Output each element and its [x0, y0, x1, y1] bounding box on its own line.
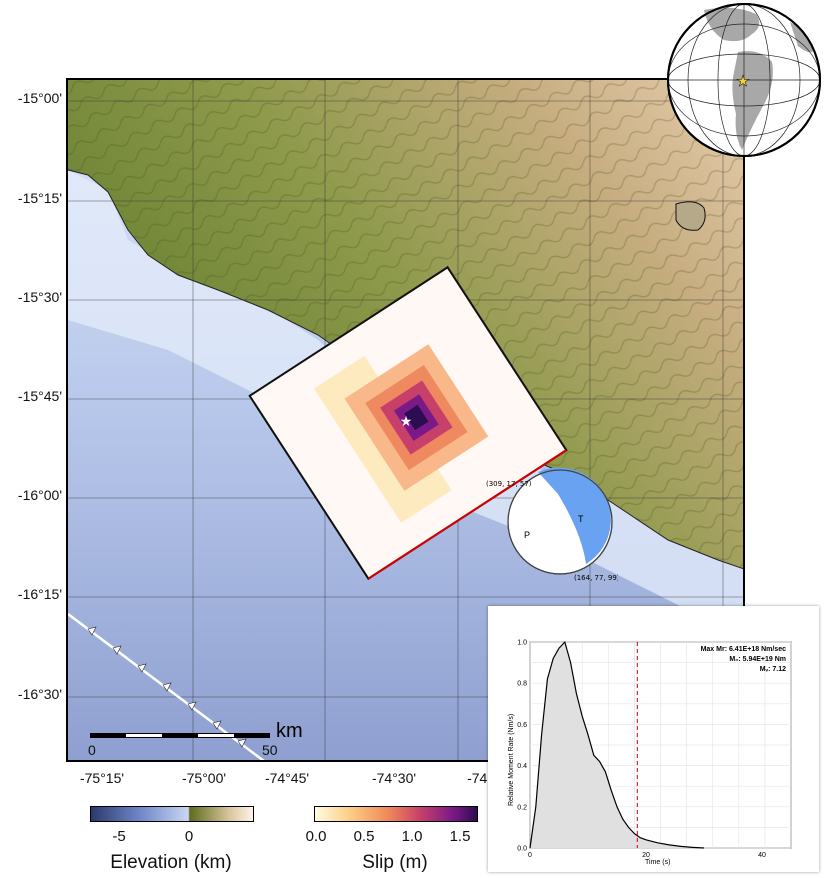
stf-info-max-mr: Max Mr: 6.41E+18 Nm/sec — [701, 646, 787, 653]
lake — [675, 201, 706, 231]
slip-tick: 0.0 — [305, 828, 327, 845]
stf-y-tick: 0.6 — [517, 722, 527, 729]
beachball-t-label: T — [578, 514, 584, 524]
lat-label: -15°30' — [17, 289, 62, 305]
elevation-tick: 0 — [184, 828, 194, 845]
lat-label: -16°30' — [17, 686, 62, 702]
stf-x-tick: 0 — [528, 852, 532, 859]
lon-label: -74°45' — [264, 770, 310, 786]
epicenter-star-icon: ★ — [400, 413, 413, 429]
elevation-colorbar — [90, 806, 254, 822]
slip-tick: 0.5 — [353, 828, 375, 845]
stf-x-tick: 40 — [758, 852, 766, 859]
lon-label: -74° — [467, 770, 493, 786]
focal-mechanism-beachball: P T (309, 17, 57) (164, 77, 99) — [486, 467, 618, 582]
stf-chart: 0.0 0.2 0.4 0.6 0.8 1.0 0 20 40 Time (s)… — [508, 640, 792, 866]
lon-label: -75°00' — [181, 770, 227, 786]
stf-y-tick: 0.0 — [517, 846, 527, 853]
stf-info-m0: M₀: 5.94E+19 Nm — [729, 656, 786, 663]
elevation-colorbar-title: Elevation (km) — [110, 852, 232, 873]
stf-area — [530, 642, 704, 848]
lat-label: -15°15' — [17, 190, 62, 206]
slip-patches — [314, 344, 489, 523]
lat-label: -16°00' — [17, 487, 62, 503]
slip-tick: 1.5 — [449, 828, 471, 845]
lon-label: -75°15' — [79, 770, 125, 786]
scale-end: 50 — [262, 742, 278, 758]
stf-xlabel: Time (s) — [645, 859, 670, 866]
lat-label: -16°15' — [17, 586, 62, 602]
stf-x-ticks: 0 20 40 — [528, 852, 766, 859]
beachball-p-label: P — [524, 530, 530, 540]
slip-colorbar-title: Slip (m) — [362, 852, 428, 873]
slip-colorbar — [314, 806, 478, 822]
scale-bar — [90, 733, 270, 738]
stf-series-line — [529, 640, 705, 849]
slip-tick: 1.0 — [401, 828, 423, 845]
trench-line — [68, 613, 265, 760]
location-star-icon: ★ — [736, 73, 749, 90]
stf-info-mw: Mᵥ: 7.12 — [760, 666, 786, 673]
elevation-tick: -5 — [112, 828, 126, 845]
stf-ylabel: Relative Moment Rate (Nm/s) — [508, 714, 515, 806]
coastline — [68, 169, 743, 570]
stf-x-tick: 20 — [642, 852, 650, 859]
slip-rupture-plane — [248, 265, 568, 581]
stf-y-tick: 0.8 — [517, 681, 527, 688]
source-time-function-panel: 0.0 0.2 0.4 0.6 0.8 1.0 0 20 40 Time (s)… — [488, 606, 819, 872]
stf-y-tick: 0.4 — [517, 763, 527, 770]
nodal-plane-1: (309, 17, 57) — [486, 480, 532, 488]
stf-y-tick: 0.2 — [517, 804, 527, 811]
lat-label: -15°00' — [17, 90, 62, 106]
lon-label: -74°30' — [371, 770, 417, 786]
scale-start: 0 — [88, 742, 96, 758]
nodal-plane-2: (164, 77, 99) — [574, 574, 618, 582]
scale-unit: km — [276, 720, 303, 742]
stf-y-ticks: 0.0 0.2 0.4 0.6 0.8 1.0 — [517, 640, 527, 853]
lat-label: -15°45' — [17, 388, 62, 404]
globe-inset: ★ — [667, 3, 821, 157]
stf-y-tick: 1.0 — [517, 640, 527, 647]
